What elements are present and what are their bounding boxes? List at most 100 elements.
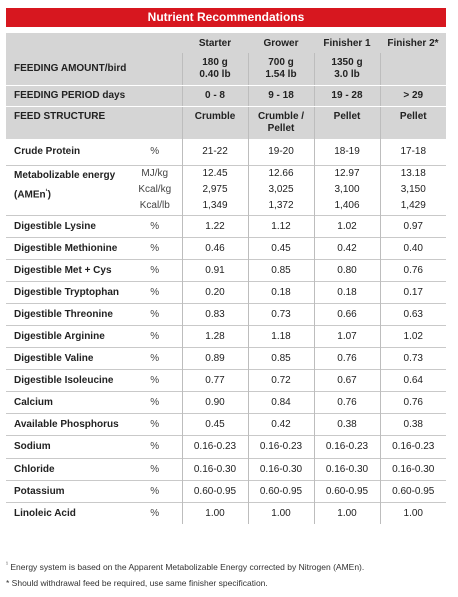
row-label: Digestible Arginine [6, 324, 128, 348]
table-cell: 2,975 [181, 181, 248, 197]
table-row: Digestible Threonine% 0.83 0.73 0.66 0.63 [6, 302, 446, 326]
table-row: Digestible Valine% 0.89 0.85 0.76 0.73 [6, 347, 446, 370]
table-cell: 0.66 [313, 302, 380, 326]
row-label: FEEDING PERIOD days [6, 85, 182, 107]
unit-cell: % [128, 347, 182, 370]
table-cell: 19-20 [247, 139, 314, 165]
table-cell: 1.22 [181, 214, 248, 238]
row-label: Digestible Threonine [6, 302, 128, 326]
table-cell: 0.45 [181, 413, 248, 436]
table-row: Available Phosphorus% 0.45 0.42 0.38 0.38 [6, 413, 446, 436]
table-cell: 0.18 [247, 280, 314, 304]
table-cell: 0.60-0.95 [247, 479, 314, 503]
column-header: Finisher 2* [380, 33, 446, 53]
table-cell: 18-19 [313, 139, 380, 165]
table-cell: 0 - 8 [181, 85, 248, 107]
unit-cell: % [128, 435, 182, 459]
unit-cell: % [128, 214, 182, 238]
row-label: Sodium [6, 435, 128, 459]
row-label: Chloride [6, 457, 128, 481]
unit-cell: % [128, 391, 182, 414]
table-cell: 0.60-0.95 [181, 479, 248, 503]
table-cell: 1.12 [247, 214, 314, 238]
unit-cell: % [128, 324, 182, 348]
unit-cell: % [128, 236, 182, 260]
table-cell: 0.73 [379, 347, 446, 370]
row-label: FEEDING AMOUNT/bird [6, 53, 182, 86]
table-row: Digestible Arginine% 1.28 1.18 1.07 1.02 [6, 324, 446, 348]
table-cell: 9 - 18 [247, 85, 314, 107]
table-row: Kcal/kg 2,975 3,025 3,100 3,150 [6, 181, 446, 197]
feed-structure-row: FEED STRUCTURE Crumble Crumble / Pellet P… [6, 106, 446, 139]
row-label: Linoleic Acid [6, 501, 128, 525]
table-row: Metabolizable energy (AMEn¹) MJ/kg 12.45 … [6, 164, 446, 215]
row-label: Digestible Valine [6, 347, 128, 370]
table-cell: 0.38 [379, 413, 446, 436]
table-cell: 1.00 [181, 501, 248, 525]
table-cell: 0.83 [181, 302, 248, 326]
table-cell: 0.67 [313, 369, 380, 392]
table-cell: 0.16-0.30 [247, 457, 314, 481]
row-label: Potassium [6, 479, 128, 503]
table-cell: 0.91 [181, 258, 248, 282]
feeding-period-row: FEEDING PERIOD days 0 - 8 9 - 18 19 - 28… [6, 85, 446, 107]
unit-cell: % [128, 258, 182, 282]
table-cell: Crumble [181, 106, 248, 139]
table-cell: 1.18 [247, 324, 314, 348]
table-cell: > 29 [379, 85, 446, 107]
table-cell: 0.84 [247, 391, 314, 414]
table-row: Kcal/lb 1,349 1,372 1,406 1,429 [6, 197, 446, 215]
row-label: Metabolizable energy (AMEn¹) [6, 164, 128, 215]
table-cell: 1.00 [313, 501, 380, 525]
table-cell: 0.17 [379, 280, 446, 304]
table-cell: 0.46 [181, 236, 248, 260]
table-cell: 0.42 [247, 413, 314, 436]
table-cell: 0.38 [313, 413, 380, 436]
row-label: Crude Protein [14, 146, 81, 158]
nutrient-table: Starter Grower Finisher 1 Finisher 2* FE… [6, 33, 446, 525]
column-header: Grower [248, 33, 314, 53]
table-cell: 3,150 [379, 181, 446, 197]
unit-cell: % [128, 413, 182, 436]
table-cell: 0.64 [379, 369, 446, 392]
table-cell: 0.16-0.23 [181, 435, 248, 459]
row-label: Digestible Tryptophan [6, 280, 128, 304]
table-cell: Pellet [313, 106, 380, 139]
table-cell: 12.97 [313, 164, 380, 181]
table-cell: 180 g 0.40 lb [181, 53, 248, 86]
table-cell: 1.00 [247, 501, 314, 525]
footnotes: ¹ Energy system is based on the Apparent… [6, 557, 446, 591]
table-cell: 0.72 [247, 369, 314, 392]
table-cell: 19 - 28 [313, 85, 380, 107]
unit-cell: % [150, 146, 160, 158]
footnote-energy: ¹ Energy system is based on the Apparent… [6, 561, 365, 572]
table-cell: 0.60-0.95 [313, 479, 380, 503]
row-label: Digestible Isoleucine [6, 369, 128, 392]
unit-cell: % [128, 501, 182, 525]
table-cell: 0.97 [379, 214, 446, 238]
table-cell: 0.20 [181, 280, 248, 304]
table-cell: 1,429 [379, 197, 446, 215]
table-cell: 3,100 [313, 181, 380, 197]
table-cell: Crumble / Pellet [247, 106, 314, 139]
table-cell: 0.18 [313, 280, 380, 304]
unit-cell: % [128, 280, 182, 304]
column-header: Finisher 1 [314, 33, 380, 53]
table-cell: 0.76 [313, 391, 380, 414]
table-row: Digestible Tryptophan% 0.20 0.18 0.18 0.17 [6, 280, 446, 304]
row-label: Digestible Met + Cys [6, 258, 128, 282]
table-cell: 0.76 [313, 347, 380, 370]
table-cell: 1350 g 3.0 lb [313, 53, 380, 86]
table-cell: 12.45 [181, 164, 248, 181]
table-row: Chloride% 0.16-0.30 0.16-0.30 0.16-0.30 0.16… [6, 457, 446, 481]
table-cell: 1.02 [379, 324, 446, 348]
table-cell: 0.16-0.23 [313, 435, 380, 459]
row-label: Digestible Methionine [6, 236, 128, 260]
table-row: Linoleic Acid% 1.00 1.00 1.00 1.00 [6, 501, 446, 525]
table-cell: 0.73 [247, 302, 314, 326]
table-cell: 21-22 [181, 139, 248, 165]
table-cell: 13.18 [379, 164, 446, 181]
row-label: Digestible Lysine [6, 214, 128, 238]
table-cell: Pellet [379, 106, 446, 139]
